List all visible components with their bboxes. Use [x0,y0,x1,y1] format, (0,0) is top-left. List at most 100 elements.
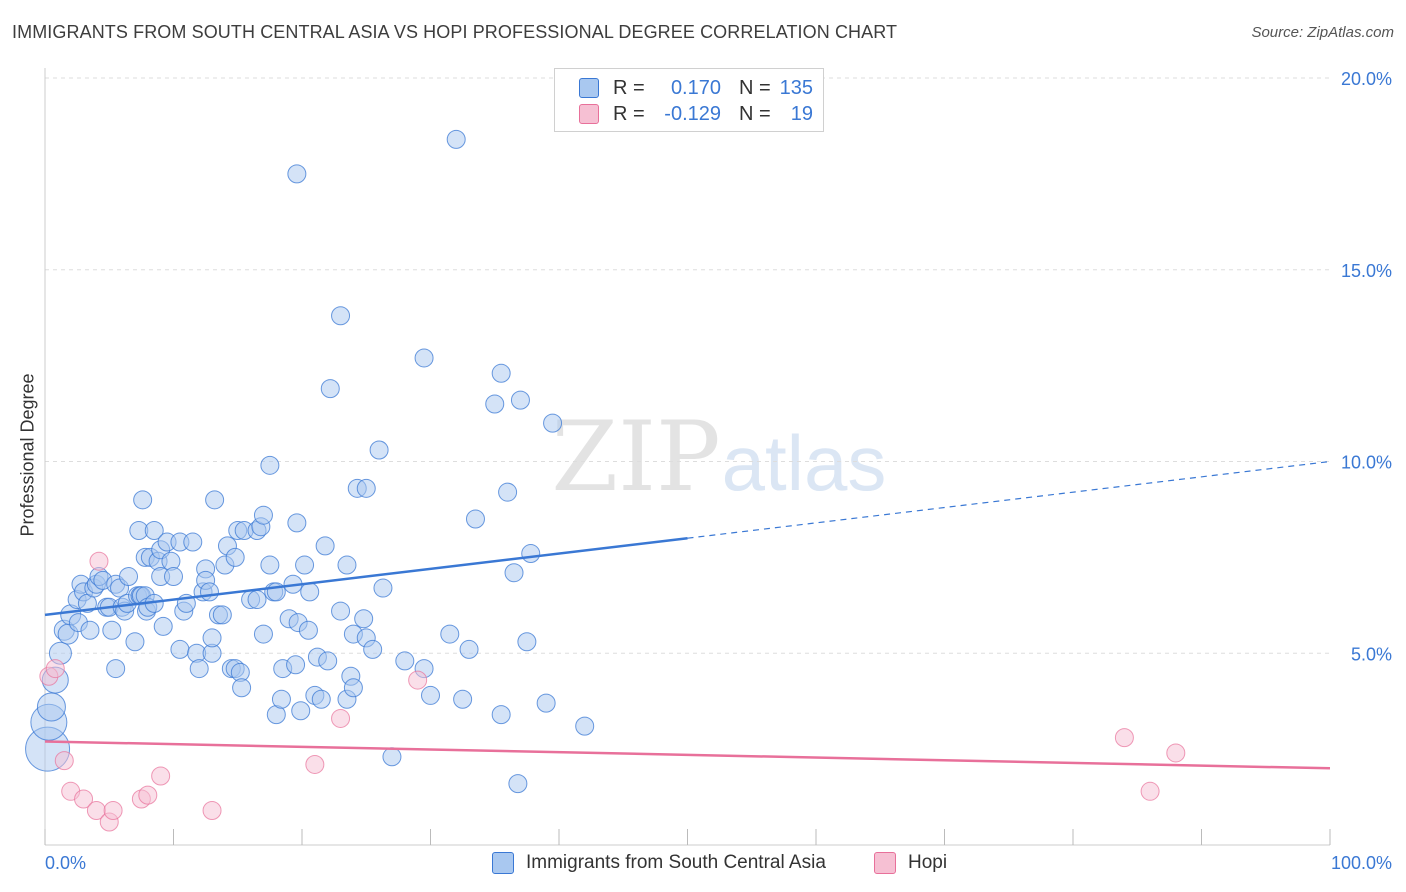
x-tick-label: 100.0% [1331,853,1392,873]
point-hopi [89,551,109,571]
point-hopi [1114,728,1134,748]
n-label: N = [739,76,771,99]
point-south-central-asia [286,655,306,675]
point-south-central-asia [575,716,595,736]
point-south-central-asia [287,164,307,184]
point-south-central-asia [202,628,222,648]
point-hopi [408,670,428,690]
point-south-central-asia [260,455,280,475]
r-label: R = [613,102,645,125]
point-south-central-asia [504,563,524,583]
point-south-central-asia [106,659,126,679]
point-hopi [1166,743,1186,763]
point-south-central-asia [517,632,537,652]
point-south-central-asia [373,578,393,598]
point-south-central-asia [414,348,434,368]
point-south-central-asia [453,689,473,709]
y-tick-label: 5.0% [1351,644,1392,664]
point-hopi [45,659,65,679]
point-hopi [1140,781,1160,801]
point-south-central-asia [343,678,363,698]
point-hopi [54,751,74,771]
y-tick-label: 20.0% [1341,69,1392,89]
point-south-central-asia [491,363,511,383]
pink-swatch [579,104,599,124]
n-value: 135 [779,76,813,99]
source-label: Source: ZipAtlas.com [1251,24,1394,41]
point-south-central-asia [295,555,315,575]
point-south-central-asia [287,513,307,533]
trend-line-blue-dashed [687,460,1331,539]
watermark-zip: ZIP [551,401,720,513]
point-south-central-asia [80,620,100,640]
point-hopi [74,789,94,809]
x-tick-label: 0.0% [45,853,86,873]
point-south-central-asia [356,478,376,498]
point-south-central-asia [189,659,209,679]
legend-row-blue: R = 0.170 N = 135 [579,75,813,101]
point-south-central-asia [331,601,351,621]
point-south-central-asia [543,413,563,433]
point-south-central-asia [212,605,232,625]
point-south-central-asia [133,490,153,510]
point-south-central-asia [119,567,139,587]
point-south-central-asia [395,651,415,671]
point-south-central-asia [320,379,340,399]
point-south-central-asia [170,639,190,659]
point-south-central-asia [459,639,479,659]
legend-series-2-label: Hopi [908,852,948,873]
point-south-central-asia [337,555,357,575]
n-value: 19 [790,102,813,125]
point-south-central-asia [440,624,460,644]
point-south-central-asia [521,544,541,564]
point-south-central-asia [298,620,318,640]
point-south-central-asia [331,306,351,326]
point-south-central-asia [225,547,245,567]
point-south-central-asia [491,705,511,725]
point-south-central-asia [421,685,440,705]
point-south-central-asia [536,693,556,713]
point-south-central-asia [247,590,267,610]
point-south-central-asia [199,582,219,602]
point-south-central-asia [183,532,203,552]
point-south-central-asia [485,394,505,414]
point-south-central-asia [382,747,402,767]
point-south-central-asia [300,582,320,602]
legend-row-pink: R = -0.129 N = 19 [579,101,813,127]
point-south-central-asia [102,620,122,640]
blue-swatch [492,852,514,874]
n-label: N = [739,102,771,125]
point-hopi [138,785,158,805]
point-hopi [202,800,222,820]
point-south-central-asia [369,440,389,460]
point-south-central-asia [315,536,335,556]
point-south-central-asia [291,701,311,721]
point-south-central-asia [510,390,530,410]
legend-series-1-label: Immigrants from South Central Asia [526,852,826,873]
trend-line-pink [44,740,1331,770]
r-value: 0.170 [670,76,721,99]
y-tick-label: 15.0% [1341,261,1392,281]
point-south-central-asia [164,567,183,587]
point-south-central-asia [125,632,145,652]
point-south-central-asia [232,678,252,698]
point-south-central-asia [260,555,280,575]
point-south-central-asia [253,624,273,644]
point-hopi [305,754,325,774]
point-south-central-asia [144,521,164,541]
point-south-central-asia [318,651,338,671]
watermark-atlas: atlas [722,419,887,507]
point-south-central-asia [271,689,291,709]
point-hopi [331,708,351,728]
point-south-central-asia [153,616,173,636]
legend-series-1: Immigrants from South Central Asia [492,852,826,874]
trend-line-blue-solid [44,536,688,617]
point-south-central-asia [508,774,528,794]
r-label: R = [613,76,645,99]
correlation-legend: R = 0.170 N = 135 R = -0.129 N = 19 [554,68,824,132]
pink-swatch [874,852,896,874]
point-south-central-asia [465,509,485,529]
point-south-central-asia [253,505,273,525]
y-tick-label: 10.0% [1341,453,1392,473]
